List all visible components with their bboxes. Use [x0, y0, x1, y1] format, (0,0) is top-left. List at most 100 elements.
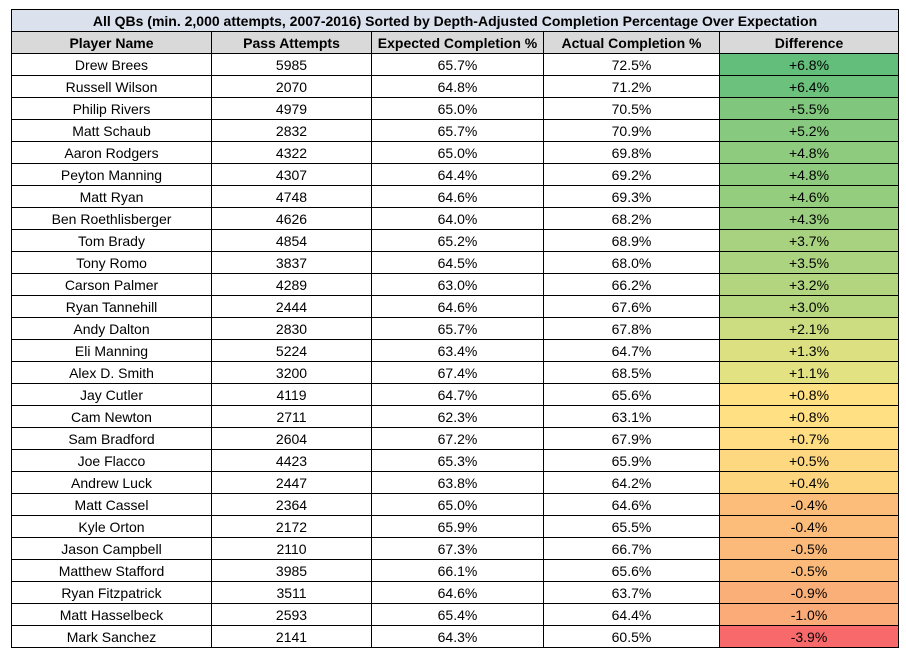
expected-completion-cell: 67.2% [371, 427, 544, 450]
expected-completion-cell: 65.0% [371, 97, 544, 120]
difference-cell: +5.2% [719, 119, 899, 142]
player-name-cell: Alex D. Smith [11, 361, 212, 384]
title-row: All QBs (min. 2,000 attempts, 2007-2016)… [11, 9, 899, 32]
actual-completion-cell: 60.5% [543, 625, 720, 648]
difference-cell: -0.5% [719, 559, 899, 582]
expected-completion-cell: 65.7% [371, 317, 544, 340]
pass-attempts-cell: 3837 [211, 251, 372, 274]
pass-attempts-cell: 3985 [211, 559, 372, 582]
player-name-cell: Ryan Fitzpatrick [11, 581, 212, 604]
table-row: Russell Wilson 2070 64.8% 71.2% +6.4% [11, 75, 899, 98]
actual-completion-cell: 65.6% [543, 559, 720, 582]
pass-attempts-cell: 2830 [211, 317, 372, 340]
actual-completion-cell: 66.2% [543, 273, 720, 296]
difference-cell: +0.5% [719, 449, 899, 472]
pass-attempts-cell: 4322 [211, 141, 372, 164]
table-row: Matt Schaub 2832 65.7% 70.9% +5.2% [11, 119, 899, 142]
pass-attempts-cell: 4626 [211, 207, 372, 230]
player-name-cell: Jason Campbell [11, 537, 212, 560]
pass-attempts-cell: 2110 [211, 537, 372, 560]
actual-completion-cell: 68.9% [543, 229, 720, 252]
pass-attempts-cell: 2444 [211, 295, 372, 318]
table-row: Matt Cassel 2364 65.0% 64.6% -0.4% [11, 493, 899, 516]
table-row: Matt Hasselbeck 2593 65.4% 64.4% -1.0% [11, 603, 899, 626]
difference-cell: +4.8% [719, 163, 899, 186]
expected-completion-cell: 64.8% [371, 75, 544, 98]
pass-attempts-cell: 2593 [211, 603, 372, 626]
expected-completion-cell: 67.3% [371, 537, 544, 560]
table-row: Tom Brady 4854 65.2% 68.9% +3.7% [11, 229, 899, 252]
player-name-cell: Matt Hasselbeck [11, 603, 212, 626]
expected-completion-cell: 62.3% [371, 405, 544, 428]
actual-completion-cell: 68.2% [543, 207, 720, 230]
table-row: Philip Rivers 4979 65.0% 70.5% +5.5% [11, 97, 899, 120]
player-name-cell: Aaron Rodgers [11, 141, 212, 164]
header-pass-attempts: Pass Attempts [211, 31, 372, 54]
actual-completion-cell: 64.4% [543, 603, 720, 626]
pass-attempts-cell: 4854 [211, 229, 372, 252]
header-difference: Difference [719, 31, 899, 54]
header-row: Player Name Pass Attempts Expected Compl… [11, 31, 899, 54]
expected-completion-cell: 63.8% [371, 471, 544, 494]
actual-completion-cell: 63.1% [543, 405, 720, 428]
table-row: Mark Sanchez 2141 64.3% 60.5% -3.9% [11, 625, 899, 648]
table-title: All QBs (min. 2,000 attempts, 2007-2016)… [11, 9, 899, 32]
difference-cell: +4.6% [719, 185, 899, 208]
expected-completion-cell: 67.4% [371, 361, 544, 384]
actual-completion-cell: 69.3% [543, 185, 720, 208]
difference-cell: +0.8% [719, 383, 899, 406]
actual-completion-cell: 70.9% [543, 119, 720, 142]
actual-completion-cell: 67.8% [543, 317, 720, 340]
pass-attempts-cell: 4289 [211, 273, 372, 296]
player-name-cell: Tom Brady [11, 229, 212, 252]
pass-attempts-cell: 5224 [211, 339, 372, 362]
player-name-cell: Andrew Luck [11, 471, 212, 494]
player-name-cell: Joe Flacco [11, 449, 212, 472]
actual-completion-cell: 65.5% [543, 515, 720, 538]
table-row: Andy Dalton 2830 65.7% 67.8% +2.1% [11, 317, 899, 340]
difference-cell: +5.5% [719, 97, 899, 120]
pass-attempts-cell: 3511 [211, 581, 372, 604]
difference-cell: -3.9% [719, 625, 899, 648]
pass-attempts-cell: 2364 [211, 493, 372, 516]
pass-attempts-cell: 2832 [211, 119, 372, 142]
header-expected-completion: Expected Completion % [371, 31, 544, 54]
difference-cell: -0.5% [719, 537, 899, 560]
actual-completion-cell: 68.5% [543, 361, 720, 384]
table-row: Matt Ryan 4748 64.6% 69.3% +4.6% [11, 185, 899, 208]
table-row: Ryan Fitzpatrick 3511 64.6% 63.7% -0.9% [11, 581, 899, 604]
player-name-cell: Sam Bradford [11, 427, 212, 450]
actual-completion-cell: 71.2% [543, 75, 720, 98]
expected-completion-cell: 65.3% [371, 449, 544, 472]
difference-cell: +6.8% [719, 53, 899, 76]
pass-attempts-cell: 4423 [211, 449, 372, 472]
expected-completion-cell: 64.0% [371, 207, 544, 230]
actual-completion-cell: 65.9% [543, 449, 720, 472]
difference-cell: -0.9% [719, 581, 899, 604]
player-name-cell: Matt Ryan [11, 185, 212, 208]
actual-completion-cell: 65.6% [543, 383, 720, 406]
actual-completion-cell: 66.7% [543, 537, 720, 560]
expected-completion-cell: 65.7% [371, 119, 544, 142]
expected-completion-cell: 65.4% [371, 603, 544, 626]
player-name-cell: Matt Cassel [11, 493, 212, 516]
expected-completion-cell: 63.0% [371, 273, 544, 296]
table-row: Cam Newton 2711 62.3% 63.1% +0.8% [11, 405, 899, 428]
difference-cell: +2.1% [719, 317, 899, 340]
table-row: Drew Brees 5985 65.7% 72.5% +6.8% [11, 53, 899, 76]
expected-completion-cell: 64.7% [371, 383, 544, 406]
table-row: Peyton Manning 4307 64.4% 69.2% +4.8% [11, 163, 899, 186]
table-row: Andrew Luck 2447 63.8% 64.2% +0.4% [11, 471, 899, 494]
difference-cell: +4.8% [719, 141, 899, 164]
expected-completion-cell: 65.2% [371, 229, 544, 252]
header-actual-completion: Actual Completion % [543, 31, 720, 54]
expected-completion-cell: 65.0% [371, 493, 544, 516]
player-name-cell: Drew Brees [11, 53, 212, 76]
player-name-cell: Tony Romo [11, 251, 212, 274]
table-row: Jason Campbell 2110 67.3% 66.7% -0.5% [11, 537, 899, 560]
difference-cell: +1.1% [719, 361, 899, 384]
expected-completion-cell: 63.4% [371, 339, 544, 362]
table-row: Sam Bradford 2604 67.2% 67.9% +0.7% [11, 427, 899, 450]
difference-cell: +3.0% [719, 295, 899, 318]
pass-attempts-cell: 4748 [211, 185, 372, 208]
